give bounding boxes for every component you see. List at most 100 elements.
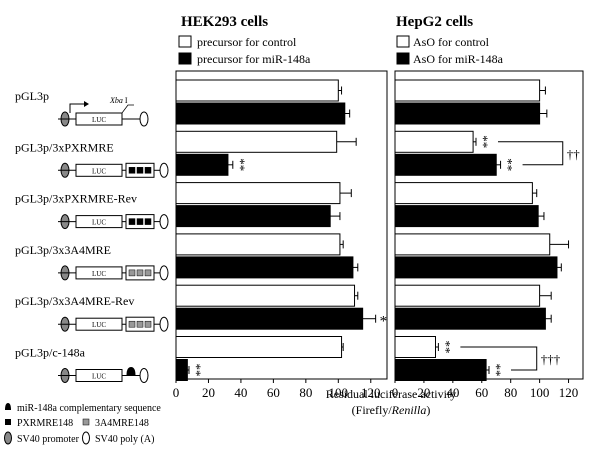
hek293-chart: 0 20 40 60 80 100 120***** <box>173 70 388 400</box>
complementary-sequence-icon <box>126 366 136 376</box>
dagger-mark: ††† <box>541 352 561 367</box>
3a4mre148-icon <box>144 269 152 277</box>
x-tick-label: 100 <box>530 385 550 400</box>
3a4mre148-icon <box>128 269 136 277</box>
bar-mir148a <box>394 205 539 228</box>
pxrmre148-icon <box>136 218 144 225</box>
significance-mark: ** <box>476 135 491 148</box>
sv40-polya-icon <box>159 162 169 178</box>
transcription-arrow-head <box>84 101 89 107</box>
x-tick-label: 40 <box>446 385 459 400</box>
bar-control <box>175 182 341 205</box>
bar-control <box>175 79 339 102</box>
comparison-bracket <box>497 141 564 166</box>
luc-gene-box <box>75 317 123 331</box>
dagger-mark: †† <box>567 146 581 161</box>
sv40-promoter-icon <box>4 431 12 445</box>
3a4mre148-icon <box>144 320 152 328</box>
x-axis-unit-suffix: ) <box>426 403 430 417</box>
bar-control <box>394 336 436 358</box>
pxrmre148-icon <box>5 419 11 425</box>
sv40-polya-icon <box>139 368 149 383</box>
sv40-polya-icon <box>159 265 169 281</box>
construct-label: pGL3p/3x3A4MRE-Rev <box>15 294 134 308</box>
x-tick-label: 60 <box>267 385 280 400</box>
hek-legend-swatch-mir <box>178 52 192 65</box>
luc-gene-box <box>75 215 123 229</box>
bar-mir148a <box>394 256 558 279</box>
bar-control <box>394 130 474 153</box>
bar-mir148a <box>394 153 497 176</box>
pxrmre148-icon <box>128 218 136 225</box>
hek-legend-label-control: precursor for control <box>197 35 297 49</box>
bar-control <box>394 79 541 102</box>
x-tick-label: 20 <box>417 385 430 400</box>
significance-mark: ** <box>501 158 516 171</box>
luc-label: LUC <box>92 373 106 381</box>
3a4mre148-icon <box>136 269 144 277</box>
hek-legend-swatch-control <box>178 35 192 48</box>
pxrmre148-icon <box>136 167 144 174</box>
sv40-polya-icon <box>159 316 169 332</box>
luc-gene-box <box>75 266 123 280</box>
luc-label: LUC <box>92 167 106 175</box>
symbol-key: miR-148a complementary sequence PXRMRE148… <box>4 403 161 445</box>
x-axis-unit-prefix: (Firefly/ <box>352 403 393 417</box>
x-tick-label: 80 <box>299 385 312 400</box>
bar-control <box>394 233 551 256</box>
bar-mir148a <box>175 359 188 381</box>
bar-mir148a <box>175 256 354 279</box>
hek-legend-label-mir: precursor for miR-148a <box>197 52 311 66</box>
significance-mark: ** <box>233 158 248 171</box>
bar-mir148a <box>175 307 364 330</box>
hepg2-legend-swatch-mir <box>396 52 410 65</box>
xbai-site-marker <box>121 104 134 114</box>
sv40-polya-icon <box>159 214 169 230</box>
hek-legend: precursor for control precursor for miR-… <box>178 35 311 66</box>
hepg2-legend-swatch-control <box>396 35 410 48</box>
hek-title: HEK293 cells <box>181 14 268 30</box>
construct-label: pGL3p/c-148a <box>15 346 86 360</box>
construct-label: pGL3p <box>15 89 49 103</box>
transcription-arrow <box>69 103 84 113</box>
bar-control <box>394 284 541 307</box>
key-label: miR-148a complementary sequence <box>17 403 161 414</box>
luc-label: LUC <box>92 270 106 278</box>
luc-gene-box <box>75 112 123 126</box>
pxrmre148-icon <box>128 167 136 174</box>
xbai-label-italic: Xba <box>109 96 123 105</box>
luc-label: LUC <box>92 116 106 124</box>
x-axis-label: Residual luciferase activity <box>326 387 457 401</box>
bar-mir148a <box>175 102 346 125</box>
x-tick-label: 0 <box>173 385 180 400</box>
x-tick-label: 120 <box>361 385 381 400</box>
construct-label: pGL3p/3xPXRMRE <box>15 140 114 154</box>
bar-mir148a <box>394 307 546 330</box>
x-tick-label: 40 <box>234 385 247 400</box>
luc-gene-box <box>75 369 123 382</box>
bar-mir148a <box>394 102 541 125</box>
bar-control <box>175 336 343 358</box>
3a4mre148-icon <box>82 418 90 426</box>
significance-mark: * <box>380 314 388 330</box>
significance-mark: ** <box>489 364 504 377</box>
significance-mark: ** <box>438 341 453 354</box>
pxrmre148-icon <box>144 167 152 174</box>
construct-label: pGL3p/3xPXRMRE-Rev <box>15 192 137 206</box>
hepg2-legend: AsO for control AsO for miR-148a <box>396 35 504 66</box>
luc-gene-box <box>75 163 123 177</box>
x-axis-label-unit: (Firefly/Renilla) <box>352 403 431 417</box>
key-label: SV40 promoter <box>17 434 80 445</box>
bar-control <box>394 182 533 205</box>
bar-control <box>175 284 356 307</box>
bar-mir148a <box>175 153 229 176</box>
luc-label: LUC <box>92 219 106 227</box>
complementary-sequence-icon <box>5 403 11 410</box>
hepg2-legend-label-control: AsO for control <box>413 35 490 49</box>
3a4mre148-icon <box>136 320 144 328</box>
x-axis-unit-italic: Renilla <box>391 403 427 417</box>
significance-mark: ** <box>189 364 204 377</box>
bar-control <box>175 130 338 153</box>
sv40-polya-icon <box>139 111 149 127</box>
xbai-label: Xba I <box>109 96 128 105</box>
